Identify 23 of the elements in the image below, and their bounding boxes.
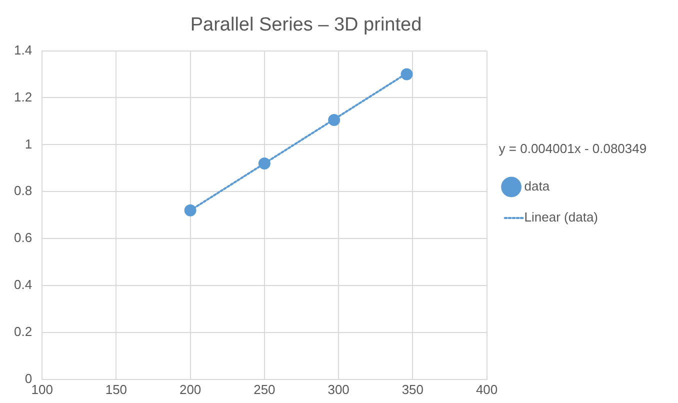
x-tick-label: 250 [254, 382, 276, 397]
x-tick-label: 400 [476, 382, 498, 397]
x-tick-label: 300 [328, 382, 350, 397]
point [328, 114, 340, 126]
chart-title: Parallel Series – 3D printed [190, 14, 422, 36]
point [184, 204, 196, 216]
y-tick-label: 0.8 [14, 183, 32, 198]
legend-label: Linear (data) [524, 210, 598, 225]
point [258, 157, 270, 170]
y-tick-label: 0.6 [14, 230, 32, 246]
x-tick-label: 200 [179, 382, 202, 397]
y-tick-label: 1.4 [14, 42, 32, 58]
y-tick-label: 0 [24, 370, 32, 386]
x-tick-label: 100 [31, 382, 53, 397]
x-tick-label: 150 [105, 382, 128, 397]
y-tick-label: 0.2 [14, 324, 32, 340]
text: y = 0.004001x - 0.080349 [498, 140, 647, 156]
x-tick-label: 350 [402, 382, 424, 397]
legend-label: data [524, 178, 550, 194]
y-tick-label: 1.2 [14, 89, 32, 104]
point [400, 68, 413, 80]
y-tick-label: 1 [24, 136, 32, 152]
y-tick-label: 0.4 [14, 277, 32, 292]
